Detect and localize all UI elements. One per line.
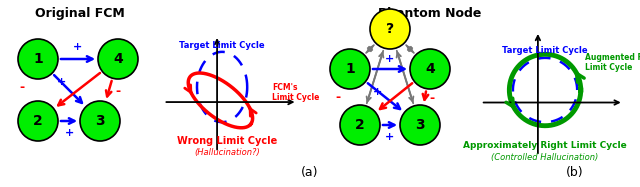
Circle shape <box>400 105 440 145</box>
Text: 4: 4 <box>425 62 435 76</box>
Text: Approximately Right Limit Cycle: Approximately Right Limit Cycle <box>463 141 627 150</box>
Circle shape <box>80 101 120 141</box>
Text: 2: 2 <box>355 118 365 132</box>
Text: Target Limit Cycle: Target Limit Cycle <box>502 46 588 55</box>
Text: +: + <box>385 54 395 64</box>
Text: Phantom Node: Phantom Node <box>378 7 482 20</box>
Circle shape <box>370 9 410 49</box>
Text: (Controlled Hallucination): (Controlled Hallucination) <box>492 153 598 162</box>
Circle shape <box>18 39 58 79</box>
Text: 3: 3 <box>415 118 425 132</box>
Text: 4: 4 <box>113 52 123 66</box>
Text: -: - <box>429 91 435 105</box>
Circle shape <box>410 49 450 89</box>
Text: ?: ? <box>386 22 394 36</box>
Text: -: - <box>335 91 340 103</box>
Text: Target Limit Cycle: Target Limit Cycle <box>179 41 265 50</box>
Text: -: - <box>115 85 120 97</box>
Text: +: + <box>74 42 83 52</box>
Text: (Hallucination?): (Hallucination?) <box>195 148 260 157</box>
Text: 1: 1 <box>33 52 43 66</box>
Text: +: + <box>65 128 74 138</box>
Text: (b): (b) <box>566 166 584 179</box>
Text: (a): (a) <box>301 166 319 179</box>
Text: FCM's
Limit Cycle: FCM's Limit Cycle <box>273 83 320 102</box>
Text: -: - <box>19 80 24 94</box>
Text: Wrong Limit Cycle: Wrong Limit Cycle <box>177 136 277 146</box>
Text: 2: 2 <box>33 114 43 128</box>
Text: 3: 3 <box>95 114 105 128</box>
Text: Augmented FCM's
Limit Cycle: Augmented FCM's Limit Cycle <box>585 53 640 72</box>
Text: Original FCM: Original FCM <box>35 7 125 20</box>
Circle shape <box>330 49 370 89</box>
Text: 1: 1 <box>345 62 355 76</box>
Text: +: + <box>58 77 67 87</box>
Text: +: + <box>373 87 383 97</box>
Text: +: + <box>385 132 395 142</box>
Circle shape <box>98 39 138 79</box>
Circle shape <box>340 105 380 145</box>
Circle shape <box>18 101 58 141</box>
